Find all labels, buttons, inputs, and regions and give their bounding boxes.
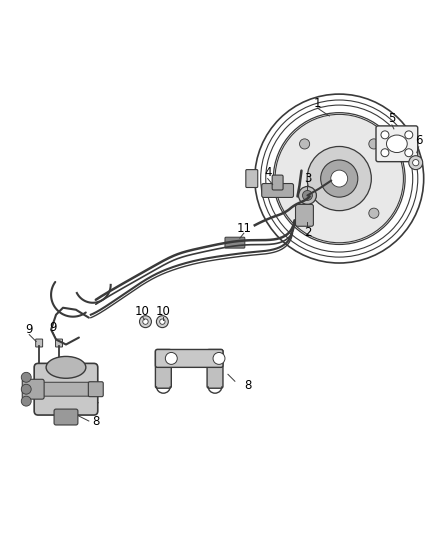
FancyBboxPatch shape (207, 350, 223, 388)
Circle shape (405, 131, 413, 139)
FancyBboxPatch shape (296, 204, 314, 226)
FancyBboxPatch shape (54, 409, 78, 425)
FancyBboxPatch shape (155, 350, 223, 367)
Circle shape (275, 115, 403, 243)
Text: 10: 10 (135, 305, 150, 318)
FancyBboxPatch shape (155, 350, 171, 388)
Circle shape (369, 139, 379, 149)
Text: 8: 8 (244, 379, 251, 392)
FancyBboxPatch shape (376, 126, 418, 161)
Circle shape (298, 187, 316, 204)
FancyBboxPatch shape (22, 379, 44, 399)
FancyBboxPatch shape (34, 364, 98, 415)
Circle shape (156, 316, 168, 328)
FancyBboxPatch shape (246, 169, 258, 188)
Circle shape (140, 316, 152, 328)
Circle shape (303, 190, 312, 200)
Ellipse shape (46, 357, 86, 378)
Circle shape (397, 143, 409, 155)
Text: 2: 2 (304, 225, 311, 239)
Circle shape (381, 149, 389, 157)
FancyBboxPatch shape (36, 382, 96, 396)
Text: 7: 7 (92, 401, 99, 414)
Text: 9: 9 (49, 321, 57, 334)
FancyBboxPatch shape (35, 339, 42, 347)
Circle shape (21, 396, 31, 406)
Text: 10: 10 (156, 305, 171, 318)
FancyBboxPatch shape (56, 339, 63, 347)
Ellipse shape (386, 135, 407, 152)
Circle shape (21, 384, 31, 394)
Circle shape (300, 208, 310, 219)
Circle shape (321, 160, 358, 197)
Circle shape (369, 208, 379, 219)
Circle shape (300, 139, 310, 149)
FancyBboxPatch shape (88, 382, 103, 397)
Circle shape (405, 149, 413, 157)
Circle shape (307, 147, 371, 211)
Text: 11: 11 (237, 222, 251, 235)
Text: 8: 8 (92, 415, 99, 427)
Circle shape (413, 159, 419, 166)
Circle shape (21, 373, 31, 382)
Text: 3: 3 (304, 172, 311, 185)
Circle shape (160, 319, 165, 325)
Text: 9: 9 (25, 323, 33, 336)
Circle shape (331, 170, 348, 187)
Text: 4: 4 (264, 166, 272, 179)
Circle shape (213, 352, 225, 365)
FancyBboxPatch shape (272, 175, 283, 190)
Text: 5: 5 (388, 112, 396, 125)
Text: 6: 6 (415, 134, 423, 147)
FancyBboxPatch shape (262, 183, 293, 197)
Text: 1: 1 (314, 96, 321, 110)
Circle shape (165, 352, 177, 365)
Circle shape (409, 156, 423, 169)
Circle shape (143, 319, 148, 325)
Circle shape (381, 131, 389, 139)
FancyBboxPatch shape (225, 237, 245, 248)
